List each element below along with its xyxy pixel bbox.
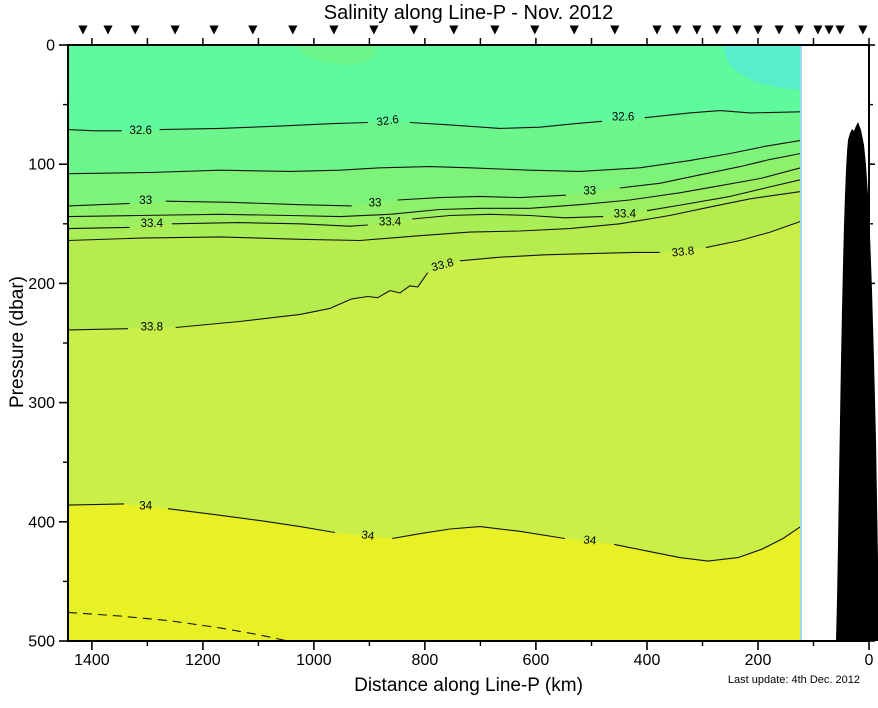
contour-line-33.6 (67, 191, 801, 242)
x-tick-label: 0 (865, 652, 874, 669)
contour-line-34 (614, 526, 802, 562)
contour-line-33 (619, 152, 801, 189)
contour-label: 33 (583, 186, 596, 198)
station-marker-icon (692, 25, 702, 35)
chart-title: Salinity along Line-P - Nov. 2012 (323, 2, 614, 24)
contour-label: 33.4 (379, 217, 402, 229)
contour-line-33.4 (412, 213, 604, 220)
station-marker-icon (329, 25, 339, 35)
station-marker-icon (813, 25, 823, 35)
station-marker-icon (490, 25, 500, 35)
station-marker-icon (209, 25, 219, 35)
station-marker-icon (774, 25, 784, 35)
contour-line-33 (397, 194, 566, 201)
station-marker-icon (103, 25, 113, 35)
contour-line-33.8 (67, 328, 129, 331)
contour-label: 34 (583, 534, 598, 547)
station-marker-icon (672, 25, 682, 35)
contour-label: 34 (139, 500, 152, 512)
y-axis-label: Pressure (dbar) (7, 276, 28, 408)
station-marker-icon (449, 25, 459, 35)
contour-line-33.4 (171, 222, 368, 227)
station-marker-icon (288, 25, 298, 35)
contour-line-34 (167, 508, 336, 534)
contour-label: 34 (361, 529, 376, 543)
station-marker-icon (858, 25, 868, 35)
fill-band-34 (68, 503, 801, 641)
station-marker-icon (369, 25, 379, 35)
station-marker-icon (78, 25, 88, 35)
contour-line-34 (392, 526, 565, 540)
x-tick-label: 800 (412, 652, 439, 669)
y-tick-label: 300 (28, 395, 55, 412)
station-marker-icon (130, 25, 140, 35)
contour-line-32.6 (67, 129, 122, 132)
surface-patch-salty-pocket (297, 45, 378, 66)
x-axis-label: Distance along Line-P (km) (354, 675, 583, 696)
x-tick-label: 600 (523, 652, 550, 669)
contour-line-33.2 (67, 167, 801, 218)
station-marker-icon (732, 25, 742, 35)
station-marker-icon (794, 25, 804, 35)
contour-label: 33.4 (141, 218, 164, 230)
x-tick-label: 400 (634, 652, 661, 669)
contour-label: 33.8 (141, 322, 163, 334)
contour-line-32.6 (644, 110, 801, 119)
contour-label: 33.4 (614, 208, 637, 220)
contour-line-33 (165, 200, 352, 207)
y-tick-label: 0 (46, 38, 55, 55)
station-marker-icon (530, 25, 540, 35)
contour-label: 33 (369, 198, 382, 210)
contour-label: 32.6 (130, 125, 152, 137)
station-marker-icon (753, 25, 763, 35)
contour-label: 33 (139, 195, 152, 207)
contour-line-34 (67, 503, 125, 506)
contour-line-33.4 (646, 179, 801, 212)
x-tick-label: 1200 (185, 652, 221, 669)
contour-line-33 (67, 202, 130, 207)
surface-patch-fresh-pool (723, 45, 801, 91)
station-marker-icon (569, 25, 579, 35)
contour-line-33.4 (67, 226, 130, 230)
contour-line-32.6 (409, 120, 603, 129)
contour-label: 33.8 (430, 257, 455, 274)
station-marker-icon (610, 25, 620, 35)
station-marker-icon (712, 25, 722, 35)
station-marker-icon (409, 25, 419, 35)
y-tick-label: 500 (28, 634, 55, 651)
contour-line-32.8 (67, 139, 801, 175)
station-marker-icon (248, 25, 258, 35)
last-update-note: Last update: 4th Dec. 2012 (727, 674, 860, 686)
contour-line-32.6 (159, 121, 368, 131)
station-marker-icon (652, 25, 662, 35)
contour-line-33.8 (705, 220, 801, 249)
x-tick-label: 200 (745, 652, 772, 669)
station-marker-icon (170, 25, 180, 35)
station-marker-icon (824, 25, 834, 35)
contour-line-33.8 (175, 272, 429, 329)
contour-label: 32.6 (376, 114, 400, 129)
x-tick-label: 1400 (74, 652, 110, 669)
contour-line-33.8 (459, 251, 660, 262)
contour-line-dashed-34.2 (67, 611, 288, 642)
contour-label: 32.6 (612, 112, 634, 124)
y-tick-label: 400 (28, 514, 55, 531)
y-tick-label: 200 (28, 276, 55, 293)
station-marker-icon (835, 25, 845, 35)
bathymetry-silhouette (836, 122, 878, 641)
contour-label: 33.8 (671, 245, 695, 259)
x-tick-label: 1000 (296, 652, 332, 669)
y-tick-label: 100 (28, 157, 55, 174)
